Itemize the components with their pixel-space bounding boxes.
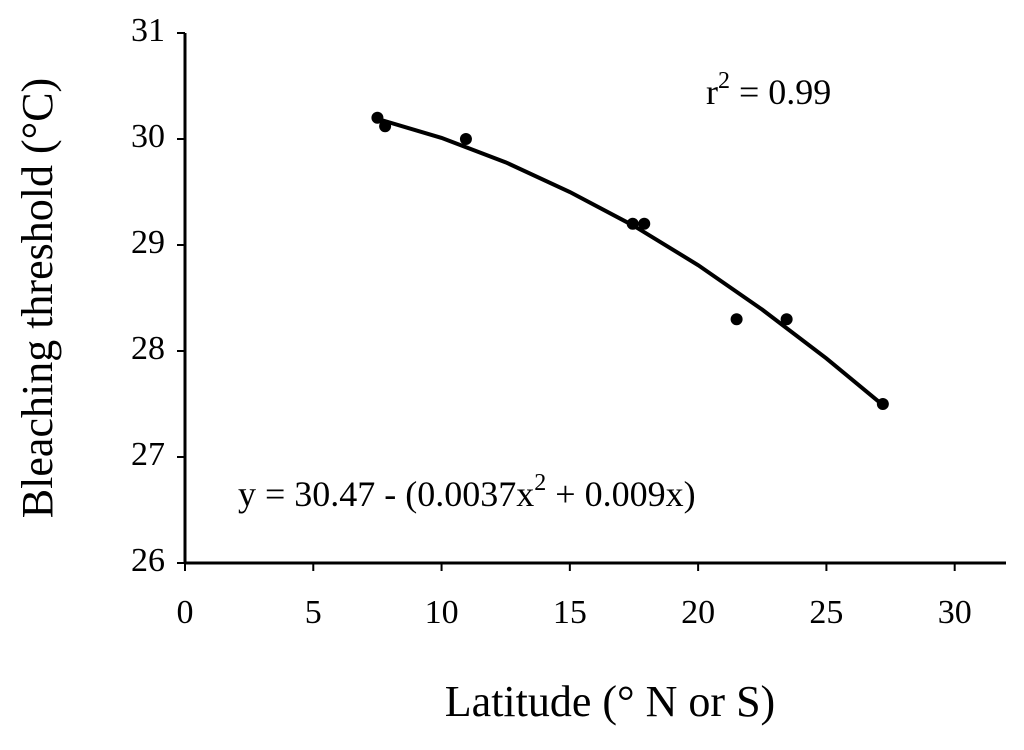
data-point — [626, 217, 639, 230]
equation: y = 30.47 - (0.0037x2 + 0.009x) — [238, 470, 696, 515]
x-tick-label: 25 — [809, 594, 843, 631]
r-squared: r2 = 0.99 — [706, 68, 831, 113]
data-point — [876, 398, 889, 410]
x-tick-label: 15 — [553, 594, 587, 631]
x-tick-label: 10 — [425, 594, 459, 631]
note-sup: 2 — [534, 470, 546, 496]
y-tick-label: 27 — [131, 436, 165, 473]
data-point — [730, 313, 743, 326]
note-text: y = 30.47 - (0.0037x — [238, 474, 534, 514]
data-point — [459, 133, 472, 145]
x-tick-label: 0 — [177, 594, 194, 631]
y-tick-label: 31 — [131, 12, 165, 49]
x-tick-label: 5 — [305, 594, 322, 631]
note-text: = 0.99 — [730, 72, 831, 112]
data-point — [379, 120, 392, 133]
y-tick-label: 30 — [131, 118, 165, 155]
note-text: r — [706, 72, 718, 112]
y-tick-label: 26 — [131, 542, 165, 579]
data-point — [780, 313, 793, 326]
x-axis-title: Latitude (° N or S) — [445, 677, 775, 726]
y-axis-title: Bleaching threshold (°C) — [13, 78, 62, 518]
note-sup: 2 — [718, 68, 730, 94]
y-tick-label: 29 — [131, 224, 165, 261]
y-tick-label: 28 — [131, 330, 165, 367]
x-tick-label: 20 — [681, 594, 715, 631]
note-text: + 0.009x) — [546, 474, 695, 514]
data-point — [638, 217, 651, 230]
data-point — [371, 111, 384, 124]
x-tick-label: 30 — [938, 594, 972, 631]
fit-curve — [376, 116, 887, 409]
